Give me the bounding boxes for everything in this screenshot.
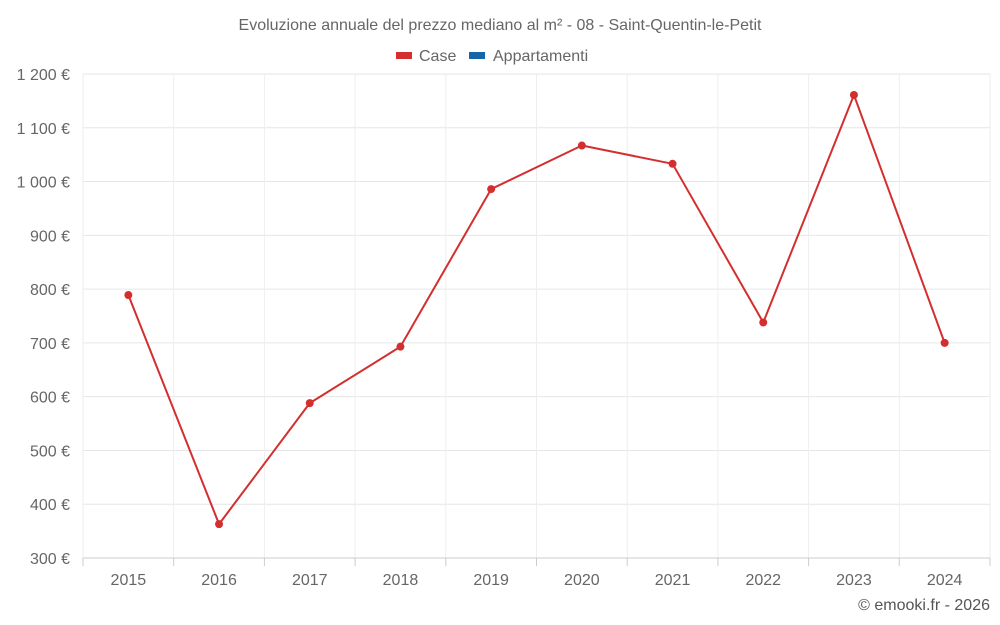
- x-axis: 2015 2016 2017 2018 2019 2020 2021 2022 2023 2024: [82, 557, 991, 589]
- data-point-2022: [759, 318, 768, 327]
- x-tick-label: 2022: [745, 572, 781, 589]
- y-tick-label: 1 000 €: [17, 175, 70, 192]
- x-tick-label: 2016: [201, 572, 237, 589]
- legend: Case Appartamenti: [396, 48, 588, 65]
- data-point-2023: [849, 90, 858, 99]
- y-tick-label: 1 200 €: [17, 67, 70, 84]
- legend-swatch-appartamenti: [469, 52, 485, 59]
- data-point-2024: [940, 338, 949, 347]
- y-tick-label: 500 €: [30, 443, 70, 460]
- x-tick-label: 2018: [383, 572, 419, 589]
- data-point-2015: [124, 291, 133, 300]
- y-tick-label: 600 €: [30, 390, 70, 407]
- x-tick-label: 2019: [473, 572, 509, 589]
- series-line-case: [127, 93, 946, 526]
- x-tick-label: 2023: [836, 572, 872, 589]
- y-tick-label: 300 €: [30, 551, 70, 568]
- x-tick-label: 2020: [564, 572, 600, 589]
- data-point-2016: [215, 520, 224, 529]
- x-tick-label: 2021: [655, 572, 691, 589]
- data-point-2018: [396, 342, 405, 351]
- x-tick-label: 2024: [927, 572, 963, 589]
- data-point-2020: [577, 141, 586, 150]
- x-tick-label: 2017: [292, 572, 328, 589]
- legend-label-case: Case: [419, 48, 456, 65]
- series-group: [124, 90, 949, 529]
- x-tick-label: 2015: [111, 572, 147, 589]
- credit-text: © emooki.fr - 2026: [858, 597, 990, 614]
- legend-swatch-case: [396, 52, 412, 59]
- y-tick-label: 700 €: [30, 336, 70, 353]
- y-axis: 300 € 400 € 500 € 600 € 700 € 800 € 900 € 1 000…: [17, 67, 70, 568]
- grid: [82, 73, 991, 559]
- chart-title: Evoluzione annuale del prezzo mediano al…: [239, 17, 763, 34]
- y-tick-label: 800 €: [30, 282, 70, 299]
- legend-label-appartamenti: Appartamenti: [493, 48, 588, 65]
- y-tick-label: 1 100 €: [17, 121, 70, 138]
- y-tick-label: 400 €: [30, 497, 70, 514]
- data-point-2017: [305, 399, 314, 408]
- data-point-2019: [487, 185, 496, 194]
- data-point-2021: [668, 159, 677, 168]
- y-tick-label: 900 €: [30, 228, 70, 245]
